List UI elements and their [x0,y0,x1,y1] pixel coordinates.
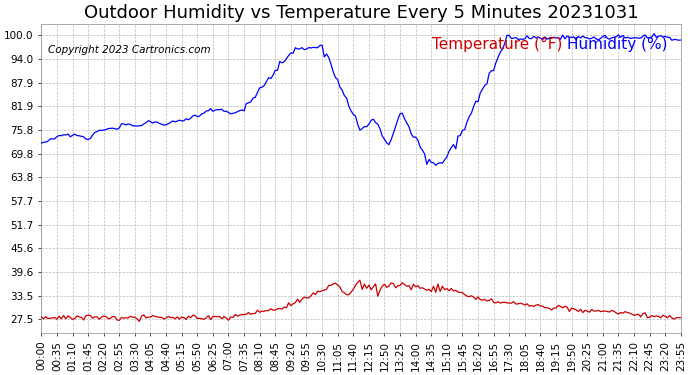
Title: Outdoor Humidity vs Temperature Every 5 Minutes 20231031: Outdoor Humidity vs Temperature Every 5 … [83,4,638,22]
Legend: Temperature (°F), Humidity (%): Temperature (°F), Humidity (%) [426,32,673,58]
Text: Copyright 2023 Cartronics.com: Copyright 2023 Cartronics.com [48,45,210,56]
